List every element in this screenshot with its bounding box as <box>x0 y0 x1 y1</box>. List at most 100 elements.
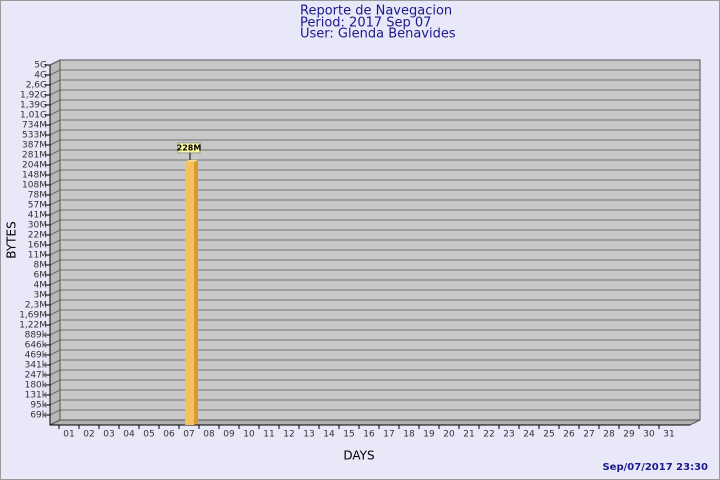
y-tick-label: 5G <box>34 61 47 71</box>
x-tick-label: 02 <box>83 430 94 440</box>
grid-line <box>49 209 700 216</box>
grid-line <box>49 369 700 376</box>
y-tick-label: 4G <box>34 71 47 81</box>
y-tick-label: 22M <box>28 231 47 241</box>
grid-line <box>49 239 700 246</box>
grid-line <box>49 79 700 86</box>
grid-line <box>49 339 700 346</box>
y-tick-label: 4M <box>34 281 48 291</box>
y-tick-label: 131k <box>25 391 48 401</box>
x-tick-label: 06 <box>163 430 175 440</box>
grid-line <box>49 319 700 326</box>
x-tick-label: 04 <box>123 430 135 440</box>
y-tick-label: 95k <box>30 401 47 411</box>
y-tick-label: 204M <box>22 161 47 171</box>
y-tick-label: 1,01G <box>20 111 47 121</box>
x-tick-label: 01 <box>63 430 74 440</box>
grid-line <box>49 249 700 256</box>
y-tick-label: 247k <box>25 371 48 381</box>
grid-line <box>49 179 700 186</box>
y-tick-label: 889k <box>25 331 48 341</box>
x-tick-label: 11 <box>263 430 274 440</box>
grid-line <box>49 119 700 126</box>
value-label-box <box>177 142 201 154</box>
x-tick-label: 08 <box>203 430 215 440</box>
x-tick-label: 14 <box>323 430 335 440</box>
grid-line <box>49 299 700 306</box>
bar-top <box>185 159 198 162</box>
grid-line <box>49 259 700 266</box>
y-tick-label: 11M <box>28 251 47 261</box>
grid-line <box>49 199 700 206</box>
x-tick-label: 29 <box>623 430 635 440</box>
grid-line <box>49 359 700 366</box>
y-tick-label: 1,39G <box>20 101 47 111</box>
y-tick-label: 1,22M <box>19 321 47 331</box>
grid-line <box>49 279 700 286</box>
grid-line <box>49 399 700 406</box>
x-tick-label: 25 <box>543 430 554 440</box>
chart-subtitle: Period: 2017 Sep 07 <box>300 16 431 31</box>
grid-line <box>49 309 700 316</box>
x-tick-label: 30 <box>643 430 655 440</box>
plot-floor <box>49 419 701 426</box>
grid-line <box>49 349 700 356</box>
grid-line <box>49 149 700 156</box>
x-axis-title: DAYS <box>343 449 374 463</box>
grid-line <box>49 219 700 226</box>
grid-line <box>49 389 700 396</box>
grid-line <box>49 169 700 176</box>
x-tick-label: 28 <box>603 430 615 440</box>
x-tick-label: 21 <box>463 430 474 440</box>
x-tick-label: 07 <box>183 430 194 440</box>
y-tick-label: 41M <box>28 211 47 221</box>
x-tick-label: 18 <box>403 430 415 440</box>
x-tick-label: 23 <box>503 430 514 440</box>
y-tick-label: 387M <box>22 141 47 151</box>
y-tick-label: 533M <box>22 131 47 141</box>
grid-line <box>49 329 700 336</box>
x-tick-label: 10 <box>243 430 255 440</box>
y-tick-label: 57M <box>28 201 47 211</box>
grid-line <box>49 379 700 386</box>
grid-line <box>49 69 700 76</box>
y-tick-label: 30M <box>28 221 47 231</box>
grid-line <box>49 159 700 166</box>
x-tick-label: 20 <box>443 430 455 440</box>
y-tick-label: 180k <box>25 381 48 391</box>
x-tick-label: 27 <box>583 430 594 440</box>
y-tick-label: 646k <box>25 341 48 351</box>
bar <box>185 161 194 425</box>
x-tick-label: 16 <box>363 430 375 440</box>
y-tick-label: 469k <box>25 351 48 361</box>
y-tick-label: 78M <box>28 191 47 201</box>
grid-line <box>49 139 700 146</box>
timestamp: Sep/07/2017 23:30 <box>602 462 708 473</box>
y-tick-label: 8M <box>34 261 48 271</box>
x-tick-label: 31 <box>663 430 674 440</box>
x-tick-label: 22 <box>483 430 494 440</box>
x-tick-label: 09 <box>223 430 235 440</box>
grid-line <box>49 129 700 136</box>
y-tick-label: 6M <box>34 271 48 281</box>
y-tick-label: 734M <box>22 121 47 131</box>
x-tick-label: 26 <box>563 430 575 440</box>
x-tick-label: 03 <box>103 430 114 440</box>
x-tick-label: 15 <box>343 430 354 440</box>
x-tick-label: 12 <box>283 430 294 440</box>
y-tick-label: 69k <box>30 411 47 421</box>
grid-line <box>49 289 700 296</box>
y-axis-title: BYTES <box>5 221 19 258</box>
y-tick-label: 108M <box>22 181 47 191</box>
value-label: 228M <box>177 143 202 152</box>
grid-line <box>49 269 700 276</box>
y-tick-label: 1,69M <box>19 311 47 321</box>
chart-title: Reporte de Navegacion <box>300 4 452 19</box>
y-tick-label: 281M <box>22 151 47 161</box>
grid-line <box>49 99 700 106</box>
y-tick-label: 2,3M <box>25 301 47 311</box>
x-tick-label: 24 <box>523 430 535 440</box>
grid-line <box>49 409 700 416</box>
grid-line <box>49 109 700 116</box>
